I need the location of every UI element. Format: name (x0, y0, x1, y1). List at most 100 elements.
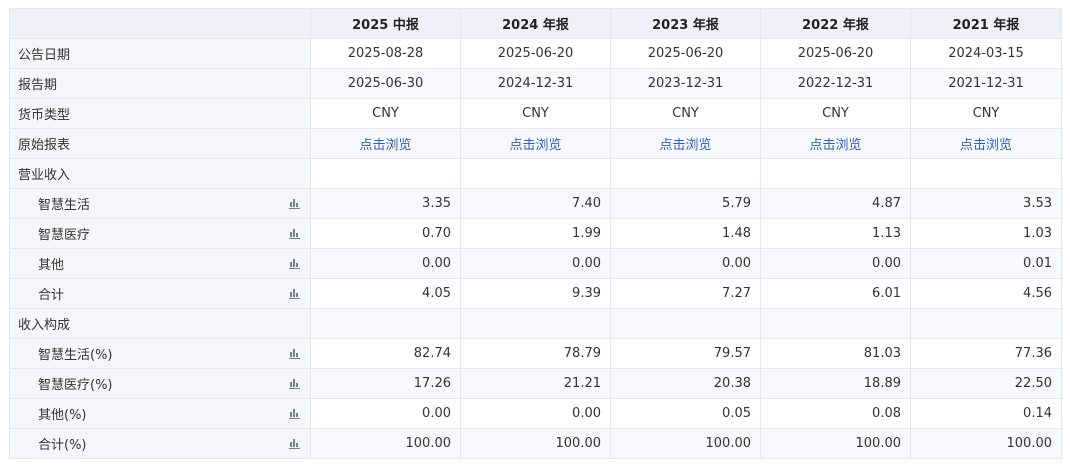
data-row: 其他 0.00 0.00 0.00 0.00 0.01 (9, 248, 1062, 279)
cell: CNY (610, 98, 761, 129)
value-cell: 0.05 (610, 398, 761, 429)
value-cell: 21.21 (460, 368, 611, 399)
data-row: 智慧医疗(%) 17.26 21.21 20.38 18.89 22.50 (9, 368, 1062, 399)
section-row: 收入构成 (9, 308, 1062, 339)
value-cell: 1.99 (460, 218, 611, 249)
value-cell: 79.57 (610, 338, 761, 369)
row-label: 智慧生活 (9, 188, 311, 219)
row-label-text: 合计(%) (38, 438, 87, 453)
cell: CNY (460, 98, 611, 129)
row-label-text: 合计 (38, 288, 65, 303)
bar-chart-icon[interactable] (288, 347, 300, 359)
value-cell: 82.74 (310, 338, 461, 369)
value-cell: 0.01 (910, 248, 1062, 279)
row-label: 其他(%) (9, 398, 311, 429)
bar-chart-icon[interactable] (288, 287, 300, 299)
cell: 点击浏览 (610, 128, 761, 159)
data-row: 其他(%) 0.00 0.00 0.05 0.08 0.14 (9, 398, 1062, 429)
cell: 2025-06-30 (310, 68, 461, 99)
row-label: 智慧医疗 (9, 218, 311, 249)
view-report-link[interactable]: 点击浏览 (359, 138, 412, 153)
cell: CNY (760, 98, 911, 129)
value-cell: 18.89 (760, 368, 911, 399)
financial-table: 2025 中报 2024 年报 2023 年报 2022 年报 2021 年报 公告日期… (9, 8, 1062, 459)
value-cell: 1.48 (610, 218, 761, 249)
data-row: 智慧医疗 0.70 1.99 1.48 1.13 1.03 (9, 218, 1062, 249)
cell: 2025-06-20 (610, 38, 761, 69)
value-cell: 0.00 (460, 398, 611, 429)
section-title: 收入构成 (9, 308, 311, 339)
bar-chart-icon[interactable] (288, 377, 300, 389)
empty-cell (610, 158, 761, 189)
column-header: 2023 年报 (610, 8, 761, 39)
value-cell: 0.00 (310, 248, 461, 279)
cell: 点击浏览 (310, 128, 461, 159)
empty-cell (460, 158, 611, 189)
cell: 2023-12-31 (610, 68, 761, 99)
empty-cell (760, 308, 911, 339)
cell: 2025-06-20 (760, 38, 911, 69)
value-cell: 3.53 (910, 188, 1062, 219)
meta-row: 报告期 2025-06-30 2024-12-31 2023-12-31 2022-12… (9, 68, 1062, 99)
value-cell: 5.79 (610, 188, 761, 219)
empty-cell (760, 158, 911, 189)
bar-chart-icon[interactable] (288, 437, 300, 449)
empty-cell (610, 308, 761, 339)
data-row: 合计(%) 100.00 100.00 100.00 100.00 100.00 (9, 428, 1062, 459)
cell: 2025-08-28 (310, 38, 461, 69)
row-label-text: 智慧生活 (38, 198, 91, 213)
value-cell: 17.26 (310, 368, 461, 399)
bar-chart-icon[interactable] (288, 407, 300, 419)
value-cell: 100.00 (910, 428, 1062, 459)
cell: 2025-06-20 (460, 38, 611, 69)
value-cell: 7.40 (460, 188, 611, 219)
value-cell: 1.03 (910, 218, 1062, 249)
empty-cell (310, 158, 461, 189)
empty-cell (460, 308, 611, 339)
data-row: 智慧生活 3.35 7.40 5.79 4.87 3.53 (9, 188, 1062, 219)
value-cell: 4.87 (760, 188, 911, 219)
row-label-text: 智慧生活(%) (38, 348, 113, 363)
meta-row: 原始报表 点击浏览 点击浏览 点击浏览 点击浏览 点击浏览 (9, 128, 1062, 159)
meta-row: 公告日期 2025-08-28 2025-06-20 2025-06-20 2025-0… (9, 38, 1062, 69)
view-report-link[interactable]: 点击浏览 (509, 138, 562, 153)
cell: 2024-03-15 (910, 38, 1062, 69)
row-label: 报告期 (9, 68, 311, 99)
row-label-text: 智慧医疗 (38, 228, 91, 243)
value-cell: 22.50 (910, 368, 1062, 399)
bar-chart-icon[interactable] (288, 257, 300, 269)
value-cell: 100.00 (310, 428, 461, 459)
value-cell: 20.38 (610, 368, 761, 399)
row-label: 原始报表 (9, 128, 311, 159)
view-report-link[interactable]: 点击浏览 (809, 138, 862, 153)
row-label: 智慧生活(%) (9, 338, 311, 369)
column-header: 2025 中报 (310, 8, 461, 39)
header-row: 2025 中报 2024 年报 2023 年报 2022 年报 2021 年报 (9, 8, 1062, 39)
section-title: 营业收入 (9, 158, 311, 189)
view-report-link[interactable]: 点击浏览 (959, 138, 1012, 153)
cell: 2022-12-31 (760, 68, 911, 99)
column-header: 2021 年报 (910, 8, 1062, 39)
header-corner (9, 8, 311, 39)
row-label: 合计 (9, 278, 311, 309)
value-cell: 0.70 (310, 218, 461, 249)
row-label: 货币类型 (9, 98, 311, 129)
value-cell: 0.00 (610, 248, 761, 279)
value-cell: 4.05 (310, 278, 461, 309)
bar-chart-icon[interactable] (288, 197, 300, 209)
column-header: 2022 年报 (760, 8, 911, 39)
value-cell: 4.56 (910, 278, 1062, 309)
row-label-text: 智慧医疗(%) (38, 378, 113, 393)
view-report-link[interactable]: 点击浏览 (659, 138, 712, 153)
value-cell: 6.01 (760, 278, 911, 309)
row-label: 公告日期 (9, 38, 311, 69)
bar-chart-icon[interactable] (288, 227, 300, 239)
value-cell: 100.00 (460, 428, 611, 459)
value-cell: 100.00 (760, 428, 911, 459)
value-cell: 81.03 (760, 338, 911, 369)
value-cell: 9.39 (460, 278, 611, 309)
cell: 点击浏览 (910, 128, 1062, 159)
meta-row: 货币类型 CNY CNY CNY CNY CNY (9, 98, 1062, 129)
row-label-text: 其他(%) (38, 408, 87, 423)
value-cell: 0.00 (460, 248, 611, 279)
